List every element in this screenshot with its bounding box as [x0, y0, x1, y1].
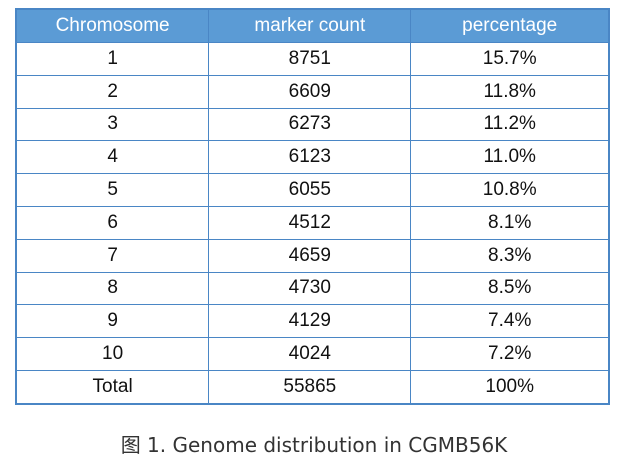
cell-marker-count: 4730 — [208, 271, 412, 306]
cell-percentage: 11.0% — [410, 140, 610, 175]
table-row: 1 8751 15.7% — [15, 42, 610, 76]
table-header: Chromosome marker count percentage — [15, 8, 610, 43]
cell-marker-count: 8751 — [208, 42, 412, 76]
cell-percentage: 10.8% — [410, 173, 610, 207]
cell-chromosome: 8 — [15, 271, 210, 306]
cell-percentage: 8.1% — [410, 205, 610, 240]
cell-percentage: 8.5% — [410, 271, 610, 306]
header-marker-count: marker count — [208, 8, 412, 43]
table-row-total: Total 55865 100% — [15, 369, 610, 405]
cell-chromosome: 5 — [15, 173, 210, 207]
cell-percentage: 11.2% — [410, 107, 610, 142]
marker-distribution-table-container: Chromosome marker count percentage 1 875… — [15, 8, 610, 405]
table-row: 10 4024 7.2% — [15, 337, 610, 371]
cell-percentage: 11.8% — [410, 74, 610, 109]
header-percentage: percentage — [410, 8, 610, 43]
cell-marker-count: 4659 — [208, 238, 412, 273]
cell-marker-count: 4129 — [208, 304, 412, 339]
table-row: 4 6123 11.0% — [15, 140, 610, 175]
table-row: 9 4129 7.4% — [15, 304, 610, 339]
cell-chromosome: 6 — [15, 205, 210, 240]
cell-marker-count: 6273 — [208, 107, 412, 142]
cell-total-marker-count: 55865 — [208, 369, 412, 405]
cell-percentage: 15.7% — [410, 42, 610, 76]
figure-caption: 图 1. Genome distribution in CGMB56K — [120, 433, 508, 457]
cell-chromosome: 2 — [15, 74, 210, 109]
cell-chromosome: 7 — [15, 238, 210, 273]
cell-percentage: 8.3% — [410, 238, 610, 273]
header-row: Chromosome marker count percentage — [15, 8, 610, 43]
cell-chromosome: 9 — [15, 304, 210, 339]
cell-percentage: 7.4% — [410, 304, 610, 339]
cell-total-percentage: 100% — [410, 369, 610, 405]
marker-distribution-table: Chromosome marker count percentage 1 875… — [15, 8, 610, 405]
table-row: 7 4659 8.3% — [15, 238, 610, 273]
cell-chromosome: 10 — [15, 337, 210, 371]
table-row: 3 6273 11.2% — [15, 107, 610, 142]
cell-marker-count: 6123 — [208, 140, 412, 175]
table-row: 5 6055 10.8% — [15, 173, 610, 207]
cell-chromosome: 1 — [15, 42, 210, 76]
table-row: 6 4512 8.1% — [15, 205, 610, 240]
table-row: 2 6609 11.8% — [15, 74, 610, 109]
cell-marker-count: 4024 — [208, 337, 412, 371]
cell-marker-count: 6609 — [208, 74, 412, 109]
cell-marker-count: 6055 — [208, 173, 412, 207]
cell-chromosome: 3 — [15, 107, 210, 142]
cell-percentage: 7.2% — [410, 337, 610, 371]
header-chromosome: Chromosome — [15, 8, 210, 43]
table-body: 1 8751 15.7% 2 6609 11.8% 3 6273 11.2% 4… — [15, 42, 610, 405]
cell-chromosome: 4 — [15, 140, 210, 175]
table-row: 8 4730 8.5% — [15, 271, 610, 306]
cell-total-label: Total — [15, 369, 210, 405]
cell-marker-count: 4512 — [208, 205, 412, 240]
